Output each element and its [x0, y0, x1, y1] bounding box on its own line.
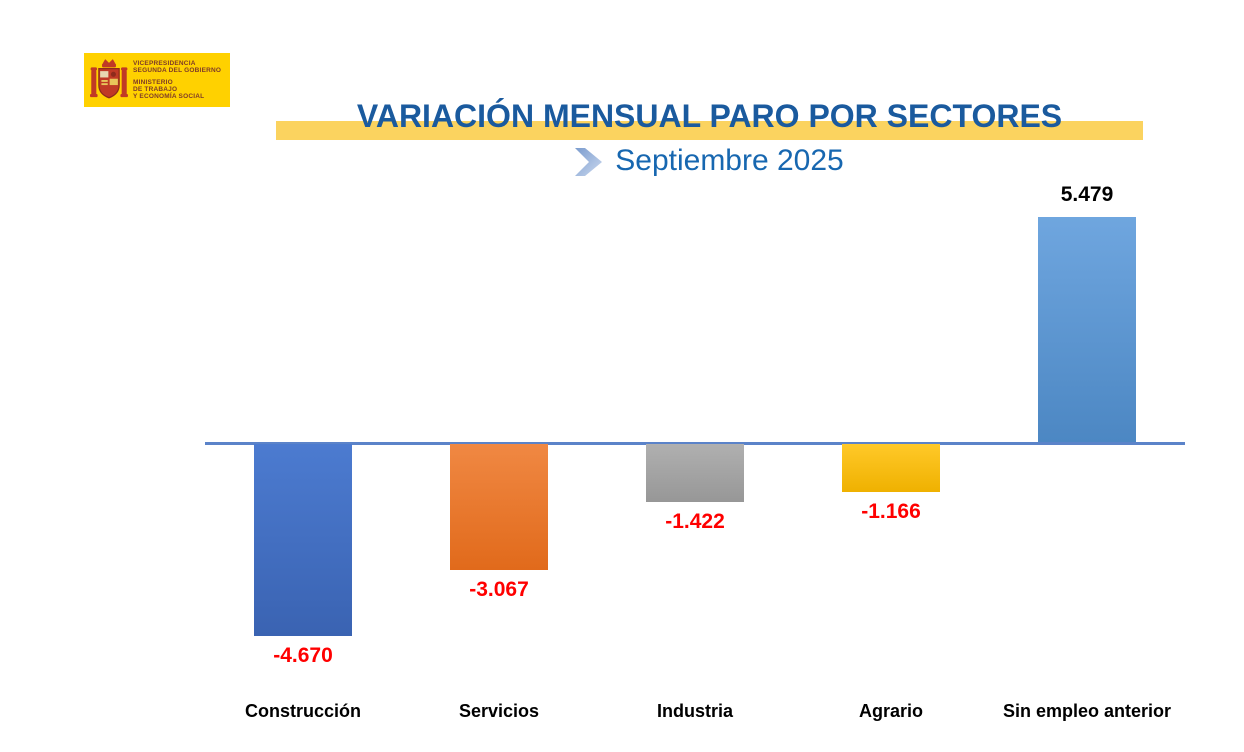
category-label-construccion: Construcción — [244, 701, 361, 721]
bar-industria — [646, 444, 744, 502]
category-label-agrario: Agrario — [858, 701, 923, 721]
government-logo: VICEPRESIDENCIA SEGUNDA DEL GOBIERNO MIN… — [84, 53, 230, 107]
bar-servicios — [450, 444, 548, 570]
bar-sin-empleo-anterior — [1038, 217, 1136, 442]
bar-construccion — [254, 444, 352, 636]
chart-title: VARIACIÓN MENSUAL PARO POR SECTORES — [356, 98, 1063, 134]
value-label-industria: -1.422 — [665, 510, 725, 533]
title-highlight-band — [276, 121, 1143, 140]
chevron-right-icon — [575, 148, 603, 176]
chart-subtitle-row: Septiembre 2025 — [276, 142, 1143, 180]
logo-line-trabajo: DE TRABAJO — [133, 86, 178, 93]
chart-subtitle: Septiembre 2025 — [615, 144, 844, 177]
logo-line-vicepresidencia: VICEPRESIDENCIA — [133, 60, 196, 67]
zero-axis-line — [205, 442, 1185, 445]
category-label-servicios: Servicios — [458, 701, 540, 721]
logo-line-ministerio: MINISTERIO — [133, 79, 173, 86]
value-label-servicios: -3.067 — [469, 578, 529, 601]
spain-coat-of-arms-icon — [90, 59, 128, 99]
bar-agrario — [842, 444, 940, 492]
category-label-sin-empleo-anterior: Sin empleo anterior — [1002, 701, 1172, 721]
logo-line-economia: Y ECONOMÍA SOCIAL — [133, 93, 205, 100]
value-label-agrario: -1.166 — [861, 500, 921, 523]
category-label-industria: Industria — [656, 701, 733, 721]
value-label-construccion: -4.670 — [273, 644, 333, 667]
value-label-sin-empleo-anterior: 5.479 — [1060, 183, 1114, 206]
logo-line-segunda: SEGUNDA DEL GOBIERNO — [133, 67, 222, 74]
logo-text: VICEPRESIDENCIA SEGUNDA DEL GOBIERNO MIN… — [133, 60, 221, 100]
